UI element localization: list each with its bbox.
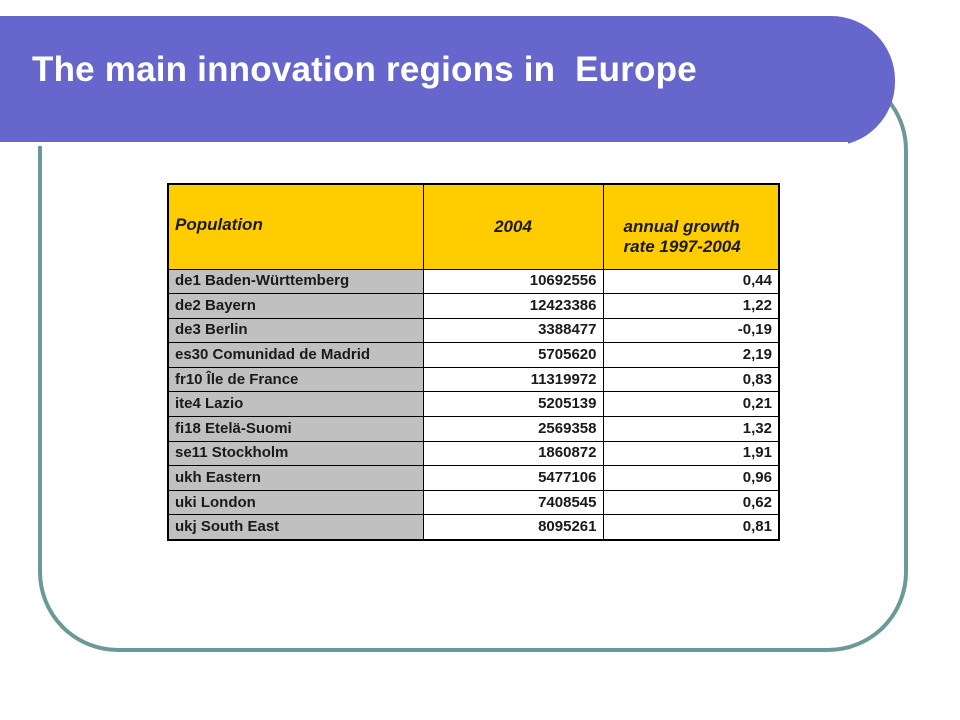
table-row: fi18 Etelä-Suomi 2569358 1,32 (167, 416, 780, 442)
table-row: se11 Stockholm 1860872 1,91 (167, 440, 780, 467)
population-2004-cell: 2569358 (422, 416, 604, 442)
population-2004-cell: 3388477 (422, 317, 604, 344)
region-cell: ukj South East (167, 514, 424, 541)
table-row: fr10 Île de France 11319972 0,83 (167, 366, 780, 393)
region-cell: fr10 Île de France (167, 366, 424, 393)
table-row: ukh Eastern 5477106 0,96 (167, 465, 780, 491)
region-cell: se11 Stockholm (167, 440, 424, 467)
population-2004-cell: 1860872 (422, 440, 604, 467)
population-2004-cell: 12423386 (422, 293, 604, 319)
population-table: Population 2004 annual growth rate 1997-… (167, 183, 780, 541)
table-row: de3 Berlin 3388477 -0,19 (167, 317, 780, 344)
header-growth-line1: annual growth (623, 216, 740, 236)
growth-rate-cell: 1,22 (602, 293, 780, 319)
table-row: de1 Baden-Württemberg 10692556 0,44 (167, 268, 780, 295)
population-2004-cell: 5705620 (422, 342, 604, 368)
region-cell: de2 Bayern (167, 293, 424, 319)
title-underline (0, 142, 848, 146)
population-2004-cell: 5205139 (422, 391, 604, 418)
growth-rate-cell: 1,32 (602, 416, 780, 442)
growth-rate-cell: 0,62 (602, 489, 780, 516)
header-growth-line2: rate 1997-2004 (623, 236, 741, 256)
growth-rate-cell: 0,81 (602, 514, 780, 541)
population-2004-cell: 7408545 (422, 489, 604, 516)
title-banner (0, 16, 895, 146)
growth-rate-cell: 2,19 (602, 342, 780, 368)
region-cell: ite4 Lazio (167, 391, 424, 418)
region-cell: de1 Baden-Württemberg (167, 268, 424, 295)
table-row: es30 Comunidad de Madrid 5705620 2,19 (167, 342, 780, 368)
header-annual-growth: annual growth rate 1997-2004 (602, 183, 780, 270)
growth-rate-cell: 1,91 (602, 440, 780, 467)
region-cell: de3 Berlin (167, 317, 424, 344)
table-body: de1 Baden-Württemberg 10692556 0,44 de2 Bay… (167, 268, 780, 541)
region-cell: fi18 Etelä-Suomi (167, 416, 424, 442)
table-row: ite4 Lazio 5205139 0,21 (167, 391, 780, 418)
header-2004: 2004 (422, 183, 604, 270)
population-2004-cell: 8095261 (422, 514, 604, 541)
growth-rate-cell: -0,19 (602, 317, 780, 344)
slide-title: The main innovation regions in Europe (32, 50, 697, 89)
region-cell: uki London (167, 489, 424, 516)
header-population: Population (167, 183, 424, 270)
population-2004-cell: 5477106 (422, 465, 604, 491)
growth-rate-cell: 0,44 (602, 268, 780, 295)
population-2004-cell: 10692556 (422, 268, 604, 295)
growth-rate-cell: 0,21 (602, 391, 780, 418)
table-row: de2 Bayern 12423386 1,22 (167, 293, 780, 319)
table-row: ukj South East 8095261 0,81 (167, 514, 780, 541)
growth-rate-cell: 0,96 (602, 465, 780, 491)
region-cell: ukh Eastern (167, 465, 424, 491)
population-2004-cell: 11319972 (422, 366, 604, 393)
table-header-row: Population 2004 annual growth rate 1997-… (167, 183, 780, 270)
table-row: uki London 7408545 0,62 (167, 489, 780, 516)
growth-rate-cell: 0,83 (602, 366, 780, 393)
region-cell: es30 Comunidad de Madrid (167, 342, 424, 368)
